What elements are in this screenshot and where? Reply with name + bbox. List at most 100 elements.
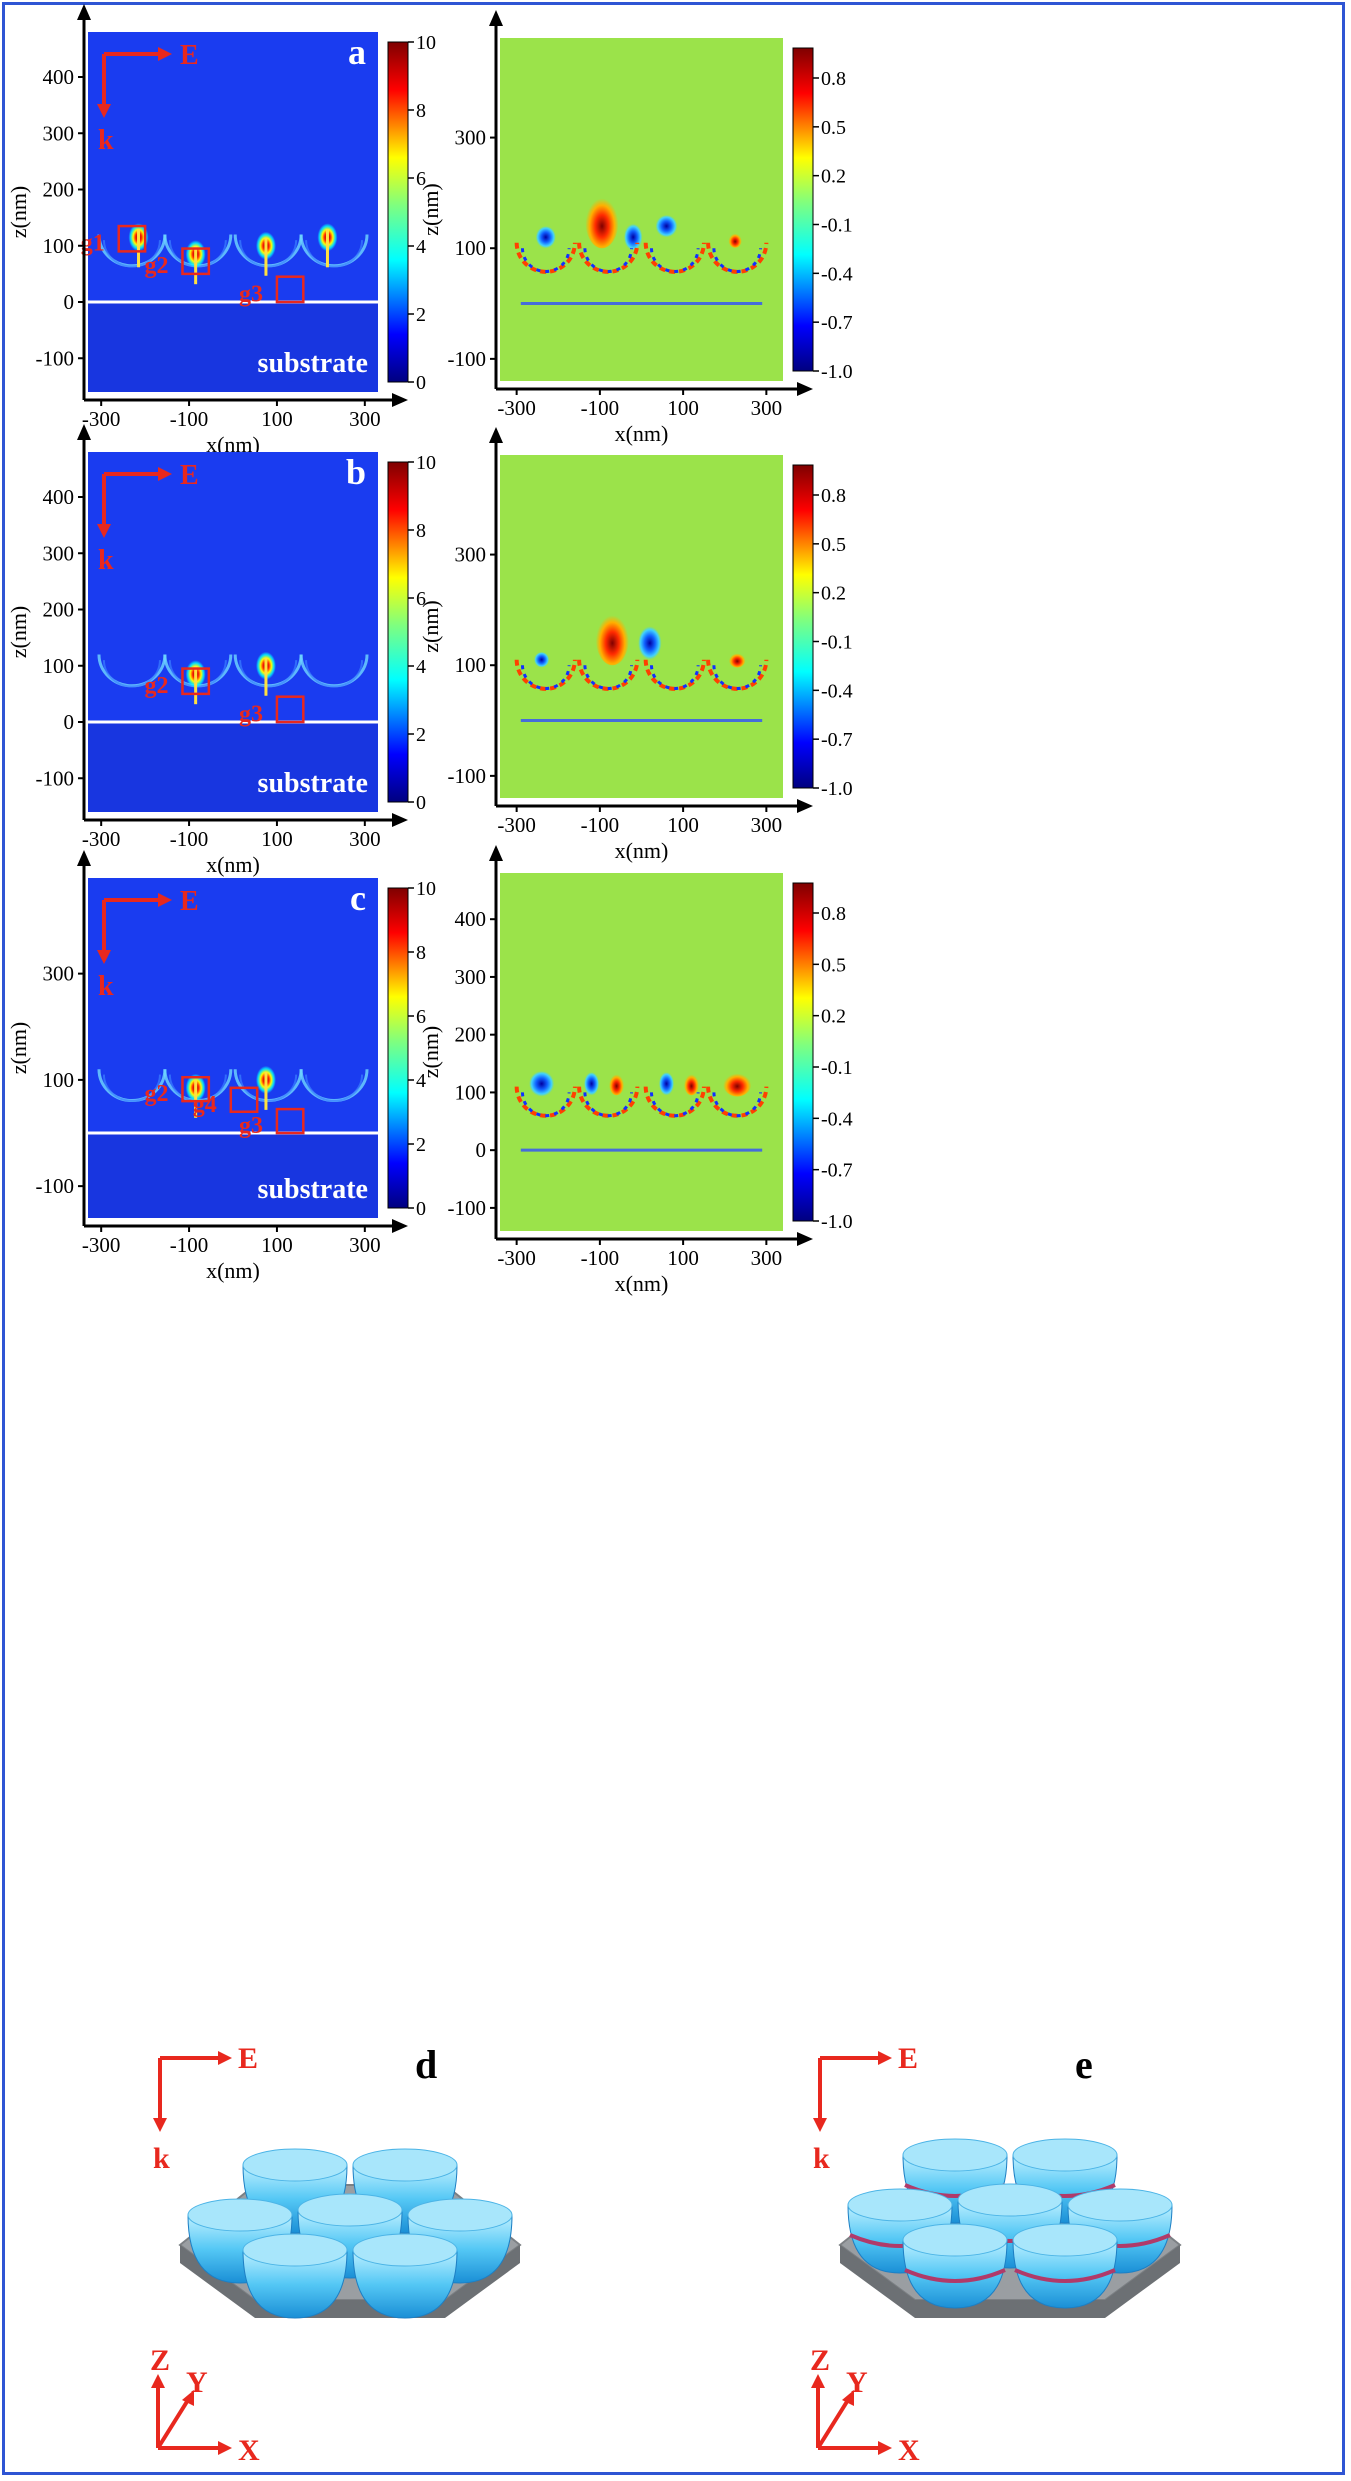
x-tick-label: 100 [667,396,699,420]
colorbar-tick-label: 8 [416,942,426,964]
shell-inner-boundary [712,665,763,690]
negative-lobe [655,215,678,238]
substrate-label: substrate [258,1174,368,1205]
y-tick-label: 400 [43,485,75,509]
colorbar-tick-label: -0.7 [821,1160,853,1182]
y-axis-arrow [77,850,91,866]
metal-band [904,2268,1006,2283]
x-axis-arrow [392,393,408,407]
x-tick-label: -300 [497,396,536,420]
positive-lobe [595,609,630,666]
colorbar-tick-label: 0.5 [821,117,846,139]
gap-box-g2 [181,247,211,276]
nanoshell-rim [242,2148,348,2182]
positive-lobe [609,1072,625,1096]
colorbar-tick-label: -0.4 [821,680,853,702]
colorbar-tick-label: 2 [416,1134,426,1156]
positive-lobe [683,1072,699,1096]
nanoshell-inner [239,240,298,268]
x-tick-label: 100 [667,1246,699,1270]
shell-inner-boundary [712,1092,763,1118]
chart-c-right: -300 -100 100 300x(nm)4003002001000-100z(nm… [418,845,853,1296]
label-X: X [898,2434,920,2467]
y-tick-label: 300 [43,541,75,565]
colorbar-tick-label: 0.2 [821,166,846,188]
plot-area [500,38,783,381]
y-axis-label: z(nm) [418,183,443,236]
colorbar-tick-label: 0.5 [821,954,846,976]
nanoshell-dome [242,2249,348,2319]
shell-inner-boundary [520,665,571,690]
z-axis-arrow-head [151,2374,165,2388]
x-tick-label: 100 [261,1233,293,1257]
chart-b-right: -300 -100 100 300x(nm)300100-100z(nm)0.80.5… [418,427,853,863]
nanoshell-inner [239,1074,298,1102]
colorbar-tick-label: 2 [416,304,426,326]
nanoshell-inner [305,1074,364,1102]
panel-letter-d: d [415,2042,437,2087]
nanoshell-inner [305,660,364,688]
y-axis-label: z(nm) [418,600,443,653]
substrate-label: substrate [258,768,368,799]
x-tick-label: 300 [349,1233,381,1257]
shell-inner-boundary [649,665,700,690]
schematic-e: Ek e X ZY [810,2042,1182,2467]
y-tick-label: 100 [455,1080,487,1104]
nanoshell-rim [847,2188,953,2222]
label-E: E [180,40,199,71]
gap-box-g1 [117,224,147,253]
nanoshell-rim [902,2223,1008,2257]
y-tick-label: -100 [448,1196,487,1220]
y-axis-arrow [489,845,503,861]
x-tick-label: -100 [581,1246,620,1270]
colorbar-tick-label: 0.2 [821,1006,846,1028]
x-axis-arrow [797,799,813,813]
label-Y: Y [846,2366,868,2399]
nanoshell-inner [102,240,161,268]
y-tick-label: 200 [43,178,75,202]
shell-inner-boundary [583,248,634,273]
y-axis-arrow [489,10,503,26]
nanoshell-rim [902,2138,1008,2172]
substrate-label: substrate [258,348,368,379]
gap-label-g3: g3 [239,1113,263,1139]
shell-inner-boundary [583,1092,634,1118]
x-tick-label: -100 [581,813,620,837]
k-arrow-head [153,2118,167,2132]
gap-label-g3: g3 [239,701,263,727]
colorbar-tick-label: -1.0 [821,778,853,800]
y-tick-label: 300 [43,121,75,145]
y-axis-label: z(nm) [6,606,31,659]
hex-substrate-side [180,2245,520,2318]
label-k: k [153,2142,170,2175]
x-axis-label: x(nm) [615,1271,669,1296]
y-axis-arrow [77,424,91,440]
colorbar [792,882,814,1222]
y-axis-arrow-shaft [156,2398,190,2450]
colorbar-tick-label: -1.0 [821,1211,853,1233]
negative-lobe [529,1071,555,1097]
label-Z: Z [810,2344,830,2377]
positive-lobe [728,232,742,248]
positive-lobe [723,1071,752,1097]
e-arrow-head [158,467,172,481]
nanoshell-rim [352,2148,458,2182]
label-Y: Y [186,2366,208,2399]
y-tick-label: -100 [36,1174,75,1198]
k-arrow-head [813,2118,827,2132]
x-axis-label: x(nm) [615,838,669,863]
e-arrow-head [158,893,172,907]
colorbar-tick-label: 10 [416,32,436,54]
positive-lobe [585,192,619,249]
nanoshell-inner [102,660,161,688]
heatmap-background [500,455,783,798]
y-tick-label: 300 [455,965,487,989]
plot-area [88,452,378,812]
nanoshell-rim [957,2183,1063,2217]
y-tick-label: -100 [36,766,75,790]
colorbar-tick-label: -0.1 [821,1057,853,1079]
colorbar-tick-label: 4 [416,1070,426,1092]
x-tick-label: -300 [82,1233,121,1257]
y-axis-label: z(nm) [6,1022,31,1075]
